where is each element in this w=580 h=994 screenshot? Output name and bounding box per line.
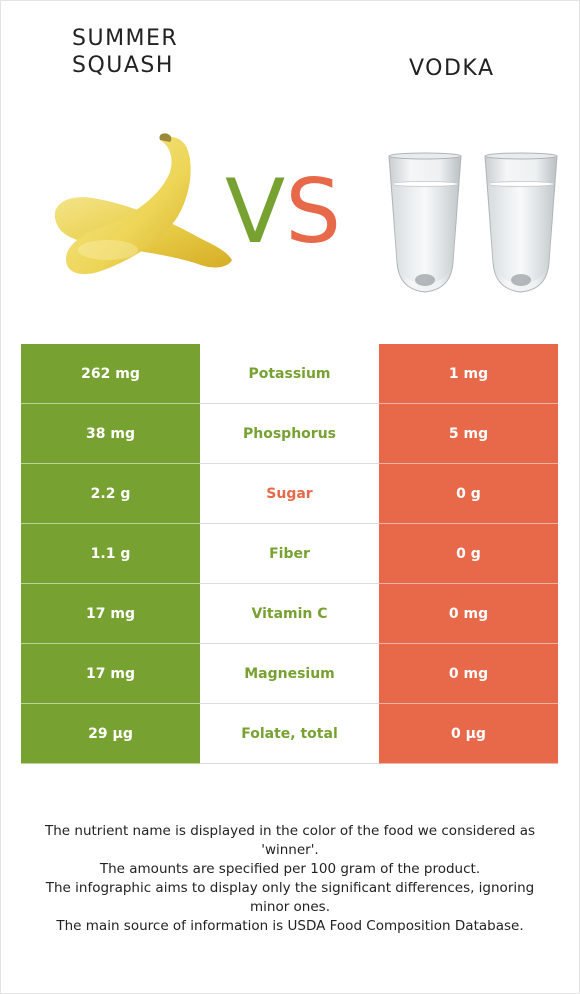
left-value: 29 µg bbox=[21, 704, 200, 764]
right-value: 5 mg bbox=[379, 404, 558, 464]
table-row: 17 mg Magnesium 0 mg bbox=[21, 644, 558, 704]
note-data-source: The main source of information is USDA F… bbox=[56, 918, 524, 934]
left-food-title: Summer squash bbox=[72, 26, 179, 78]
vs-label: VS bbox=[225, 168, 341, 256]
nutrient-name: Fiber bbox=[200, 524, 379, 584]
right-value: 0 g bbox=[379, 464, 558, 524]
nutrient-name: Potassium bbox=[200, 344, 379, 404]
left-value: 17 mg bbox=[21, 584, 200, 644]
vodka-image bbox=[388, 152, 558, 293]
nutrient-name: Sugar bbox=[200, 464, 379, 524]
vs-v: V bbox=[225, 160, 286, 263]
nutrient-name: Vitamin C bbox=[200, 584, 379, 644]
left-value: 262 mg bbox=[21, 344, 200, 404]
left-value: 17 mg bbox=[21, 644, 200, 704]
note-significant-differences: The infographic aims to display only the… bbox=[45, 880, 535, 915]
right-value: 1 mg bbox=[379, 344, 558, 404]
comparison-table: 262 mg Potassium 1 mg 38 mg Phosphorus 5… bbox=[21, 344, 558, 764]
note-winner-color: The nutrient name is displayed in the co… bbox=[44, 823, 536, 858]
table-row: 17 mg Vitamin C 0 mg bbox=[21, 584, 558, 644]
footnotes: The nutrient name is displayed in the co… bbox=[30, 822, 550, 936]
right-value: 0 mg bbox=[379, 644, 558, 704]
note-per-100g: The amounts are specified per 100 gram o… bbox=[99, 861, 481, 877]
table-row: 29 µg Folate, total 0 µg bbox=[21, 704, 558, 764]
right-food-title: Vodka bbox=[409, 56, 495, 81]
left-value: 38 mg bbox=[21, 404, 200, 464]
right-value: 0 µg bbox=[379, 704, 558, 764]
left-value: 2.2 g bbox=[21, 464, 200, 524]
table-row: 1.1 g Fiber 0 g bbox=[21, 524, 558, 584]
summer-squash-image bbox=[54, 133, 233, 275]
nutrient-name: Folate, total bbox=[200, 704, 379, 764]
left-value: 1.1 g bbox=[21, 524, 200, 584]
table-row: 262 mg Potassium 1 mg bbox=[21, 344, 558, 404]
right-value: 0 mg bbox=[379, 584, 558, 644]
right-value: 0 g bbox=[379, 524, 558, 584]
vs-s: S bbox=[285, 160, 342, 263]
nutrient-name: Magnesium bbox=[200, 644, 379, 704]
nutrient-name: Phosphorus bbox=[200, 404, 379, 464]
table-row: 38 mg Phosphorus 5 mg bbox=[21, 404, 558, 464]
table-row: 2.2 g Sugar 0 g bbox=[21, 464, 558, 524]
